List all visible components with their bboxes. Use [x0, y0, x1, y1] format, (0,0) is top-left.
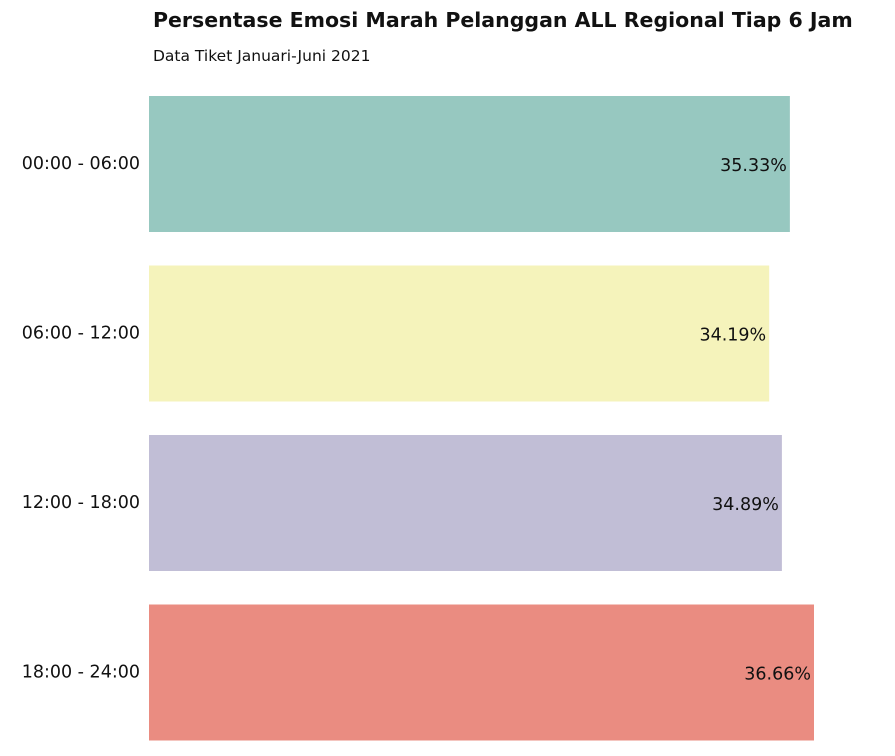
- bar-3: [149, 435, 782, 571]
- bar-1: [149, 96, 790, 232]
- data-label: 34.19%: [699, 326, 766, 346]
- category-label: 18:00 - 24:00: [22, 663, 140, 683]
- data-label: 34.89%: [712, 495, 779, 515]
- data-label: 36.66%: [744, 665, 811, 685]
- bar-2: [149, 265, 770, 402]
- chart-subtitle: Data Tiket Januari-Juni 2021: [153, 47, 371, 65]
- chart-title: Persentase Emosi Marah Pelanggan ALL Reg…: [153, 8, 853, 32]
- category-label: 00:00 - 06:00: [22, 154, 140, 174]
- bar-4: [149, 604, 814, 741]
- category-label: 06:00 - 12:00: [22, 324, 140, 344]
- category-label: 12:00 - 18:00: [22, 493, 140, 513]
- data-label: 35.33%: [720, 156, 787, 176]
